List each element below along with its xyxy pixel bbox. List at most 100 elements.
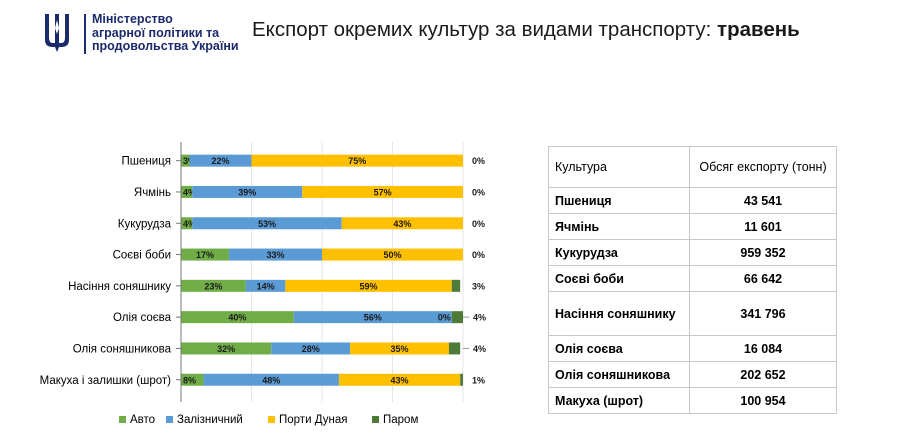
bar-segment xyxy=(181,311,294,324)
legend-label: Паром xyxy=(383,414,418,426)
legend-swatch xyxy=(166,416,173,423)
data-label: 40% xyxy=(228,313,246,323)
category-label: Пшениця xyxy=(122,156,171,168)
table-cell-culture: Соєві боби xyxy=(548,265,690,292)
category-label: Кукурудза xyxy=(118,218,172,230)
bar-segment xyxy=(451,311,463,324)
bar-segment xyxy=(181,185,193,198)
bar-segment xyxy=(181,373,204,386)
bar-segment xyxy=(245,279,286,292)
table-row: Насіння соняшнику 341 796 xyxy=(548,291,837,336)
data-label: 33% xyxy=(266,250,284,260)
table-cell-culture: Кукурудза xyxy=(548,239,690,266)
bar-segment xyxy=(181,279,246,292)
table-cell-volume: 100 954 xyxy=(689,387,837,414)
page-title: Експорт окремих культур за видами трансп… xyxy=(252,18,800,42)
table-cell-volume: 43 541 xyxy=(689,187,837,214)
data-label: 35% xyxy=(391,344,409,354)
category-label: Насіння соняшнику xyxy=(68,281,171,293)
bar-segment xyxy=(338,373,461,386)
bar-segment xyxy=(285,279,452,292)
data-label: 0% xyxy=(438,313,451,323)
chart-svg: Пшениця 3% 22% 75% 0% Ячмінь 4% 39% 57% 0% Кукуруд… xyxy=(40,142,486,426)
data-label: 43% xyxy=(393,219,411,229)
data-label: 59% xyxy=(360,281,378,291)
table-cell-culture: Олія соняшникова xyxy=(548,361,690,388)
table-cell-culture: Макуха (шрот) xyxy=(548,387,690,414)
bar-segment xyxy=(271,342,351,355)
table-cell-volume: 202 652 xyxy=(689,361,837,388)
table-cell-volume: 16 084 xyxy=(689,335,837,362)
bar-segment xyxy=(189,154,252,167)
stacked-bar-chart: Пшениця 3% 22% 75% 0% Ячмінь 4% 39% 57% 0% Кукуруд… xyxy=(0,140,520,442)
bar-segment xyxy=(203,373,339,386)
category-label: Соєві боби xyxy=(113,250,171,262)
bar-segment xyxy=(181,154,190,167)
data-label: 8% xyxy=(183,375,196,385)
category-label: Олія соєва xyxy=(113,312,172,324)
bar-segment xyxy=(192,217,342,230)
bar-segment xyxy=(302,185,463,198)
table-row: Ячмінь 11 601 xyxy=(548,213,837,240)
data-label: 23% xyxy=(204,281,222,291)
category-label: Олія соняшникова xyxy=(73,343,172,355)
table-cell-volume: 66 642 xyxy=(689,265,837,292)
title-prefix: Експорт окремих культур за видами трансп… xyxy=(252,18,712,41)
data-label: 0% xyxy=(472,219,485,229)
data-label: 57% xyxy=(374,187,392,197)
data-label: 4% xyxy=(183,187,196,197)
ministry-name: Міністерство аграрної політики та продов… xyxy=(92,12,239,54)
table-cell-volume: 959 352 xyxy=(689,239,837,266)
bar-segment xyxy=(448,342,461,355)
table-row: Макуха (шрот) 100 954 xyxy=(548,387,837,414)
table-cell-volume: 11 601 xyxy=(689,213,837,240)
bar-segment xyxy=(181,342,272,355)
table-body: Пшениця 43 541 Ячмінь 11 601 Кукурудза 959 35… xyxy=(548,187,837,414)
ministry-line-2: аграрної політики та xyxy=(92,25,220,40)
category-label: Ячмінь xyxy=(134,187,171,199)
data-label: 17% xyxy=(196,250,214,260)
legend-swatch xyxy=(372,416,379,423)
data-label: 32% xyxy=(217,344,235,354)
table-row: Кукурудза 959 352 xyxy=(548,239,837,266)
data-label: 75% xyxy=(348,156,366,166)
data-label: 1% xyxy=(472,375,485,385)
bar-segment xyxy=(251,154,463,167)
bar-segment xyxy=(228,248,322,261)
data-label: 43% xyxy=(391,375,409,385)
data-label: 0% xyxy=(472,187,485,197)
table-cell-culture: Олія соєва xyxy=(548,335,690,362)
data-label: 14% xyxy=(257,281,275,291)
table-cell-volume: 341 796 xyxy=(689,291,837,336)
bar-segment xyxy=(192,185,303,198)
data-label: 4% xyxy=(473,313,486,323)
legend-label: Авто xyxy=(130,414,155,426)
ministry-line-1: Міністерство xyxy=(92,12,173,26)
page-header: Міністерство аграрної політики та продов… xyxy=(0,0,900,62)
bar-segment xyxy=(350,342,449,355)
table-header-row: Культура Обсяг експорту (тонн) xyxy=(548,146,837,188)
table-row: Олія соняшникова 202 652 xyxy=(548,361,837,388)
header-divider xyxy=(84,14,86,54)
bar-segment xyxy=(341,217,463,230)
table-cell-culture: Ячмінь xyxy=(548,213,690,240)
legend-swatch xyxy=(119,416,126,423)
bar-segment xyxy=(322,248,463,261)
bar-segment xyxy=(181,217,193,230)
ministry-line-3: продовольства України xyxy=(92,39,239,53)
coat-of-arms-icon xyxy=(45,14,69,52)
export-volume-table: Культура Обсяг експорту (тонн) Пшениця 43… xyxy=(548,146,837,414)
table-row: Пшениця 43 541 xyxy=(548,187,837,214)
data-label: 3% xyxy=(472,281,485,291)
category-label: Макуха і залишки (шрот) xyxy=(40,375,172,387)
table-row: Соєві боби 66 642 xyxy=(548,265,837,292)
title-month: травень xyxy=(717,18,800,41)
data-label: 28% xyxy=(302,344,320,354)
data-label: 53% xyxy=(258,219,276,229)
table-header-volume: Обсяг експорту (тонн) xyxy=(689,146,837,188)
bar-segment xyxy=(451,279,461,292)
legend-label: Залізничний xyxy=(177,414,243,426)
data-label: 22% xyxy=(211,156,229,166)
table-header-culture: Культура xyxy=(548,146,690,188)
data-label: 4% xyxy=(473,344,486,354)
